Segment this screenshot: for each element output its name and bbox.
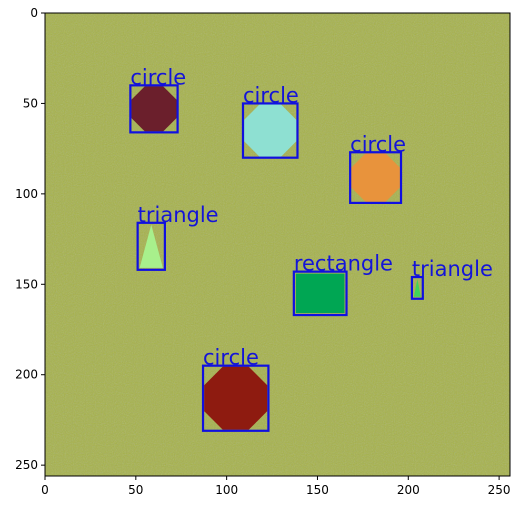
y-tick-label: 50 [23, 96, 38, 110]
object-label-4: rectangle [294, 252, 393, 276]
y-tick-label: 250 [15, 458, 38, 472]
x-tick-label: 150 [306, 483, 329, 497]
object-circle-2 [351, 153, 400, 202]
x-tick-label: 100 [215, 483, 238, 497]
object-label-3: triangle [138, 203, 219, 227]
image-background [45, 13, 510, 476]
object-label-0: circle [130, 65, 186, 89]
y-axis: 0 50 100 150 200 250 [15, 6, 45, 472]
axes-frame [44, 12, 511, 477]
y-tick-label: 100 [15, 187, 38, 201]
bounding-box-2 [349, 151, 403, 205]
x-tick-label: 200 [397, 483, 420, 497]
y-tick-label: 0 [30, 6, 38, 20]
object-triangle-5 [413, 279, 421, 297]
bounding-box-4 [292, 270, 348, 317]
x-axis: 0 50 100 150 200 250 [41, 476, 511, 497]
object-label-2: circle [350, 132, 406, 156]
y-tick-label: 200 [15, 368, 38, 382]
object-label-5: triangle [412, 257, 493, 281]
object-triangle-3 [139, 224, 163, 268]
object-label-1: circle [243, 83, 299, 107]
x-tick-label: 0 [41, 483, 49, 497]
bounding-box-5 [410, 275, 424, 300]
bounding-box-1 [241, 102, 299, 159]
bounding-box-3 [136, 221, 166, 271]
bounding-boxes-layer: circle circle circle triangle rectangle trian… [129, 65, 493, 432]
image-area: circle circle circle triangle rectangle trian… [44, 12, 511, 477]
y-tick-label: 150 [15, 277, 38, 291]
bounding-box-0 [129, 84, 179, 134]
object-rect-4 [295, 273, 345, 314]
object-circle-6 [204, 366, 268, 430]
x-tick-label: 250 [488, 483, 511, 497]
bounding-box-6 [201, 364, 270, 432]
shapes-layer [131, 86, 421, 430]
object-label-6: circle [203, 346, 259, 370]
object-circle-0 [131, 86, 177, 132]
x-tick-label: 50 [128, 483, 143, 497]
object-circle-1 [244, 104, 297, 157]
